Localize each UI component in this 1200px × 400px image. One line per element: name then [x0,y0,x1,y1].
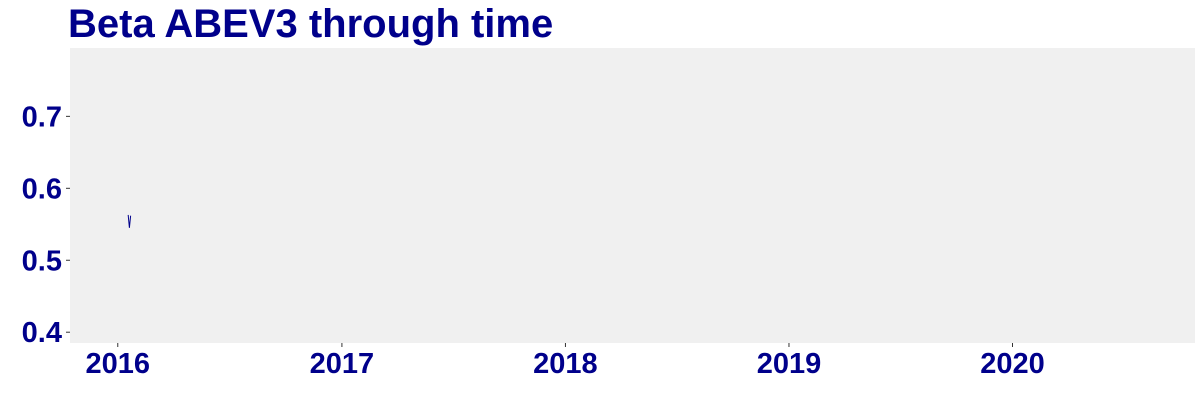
y-tick-label: 0.7 [22,101,62,133]
y-axis: 0.4 0.5 0.6 0.7 [22,101,70,349]
x-tick-label: 2018 [533,348,598,380]
plot-panel [70,48,1195,343]
x-tick-label: 2019 [757,348,822,380]
x-axis: 2016 2017 2018 2019 2020 [86,343,1045,380]
y-tick-label: 0.4 [22,317,62,349]
y-tick-label: 0.6 [22,173,62,205]
chart-title: Beta ABEV3 through time [68,2,554,46]
y-tick-label: 0.5 [22,245,62,277]
series-line [127,214,132,228]
x-tick-label: 2020 [980,348,1045,380]
series-layer [127,214,132,228]
x-tick-label: 2016 [86,348,151,380]
x-tick-label: 2017 [310,348,375,380]
